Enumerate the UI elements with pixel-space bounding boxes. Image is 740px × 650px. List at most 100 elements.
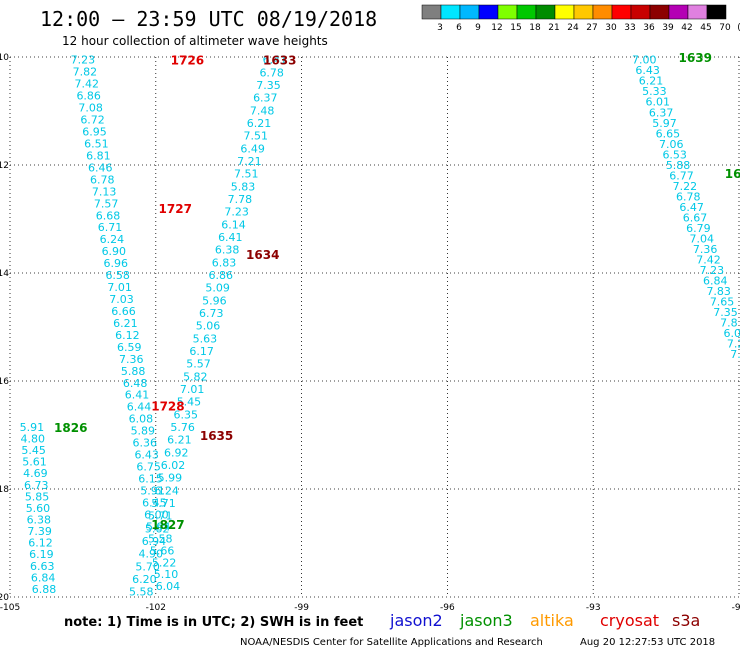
x-tick-label: -96	[440, 603, 455, 613]
wave-height-value: 6.49	[240, 142, 265, 155]
wave-height-value: 6.86	[209, 269, 234, 282]
plot-area: -20 -18 -16 -14 -12 -10 -105 -102 -99 -96 -93 -90 7.…	[0, 51, 740, 613]
wave-height-value: 6.68	[96, 209, 121, 222]
x-tick-label: -99	[294, 603, 309, 613]
wave-height-value: 7.65	[710, 295, 735, 308]
color-scale-swatch	[649, 4, 670, 20]
wave-height-value: 6.51	[84, 137, 109, 150]
pass-label: 1634	[246, 248, 279, 262]
wave-height-value: 5.76	[170, 421, 195, 434]
pass-label: 1826	[54, 421, 87, 435]
wave-height-value: 6.88	[32, 583, 57, 596]
wave-height-value: 5.09	[205, 282, 230, 295]
wave-height-value: 5.82	[183, 370, 208, 383]
color-scale-swatch	[421, 4, 442, 20]
wave-height-value: 6.24	[154, 484, 179, 497]
wave-height-value: 6.12	[28, 537, 53, 550]
wave-height-value: 5.70	[135, 560, 160, 573]
wave-height-value: 7.57	[94, 197, 119, 210]
wave-height-value: 6.86	[76, 90, 101, 103]
wave-height-value: 5.45	[21, 444, 46, 457]
color-scale-swatch	[440, 4, 461, 20]
wave-height-value: 5.94	[146, 520, 171, 533]
wave-height-value: 6.15	[138, 473, 163, 486]
wave-height-value: 7.5	[730, 348, 740, 361]
wave-height-value: 5.33	[642, 85, 667, 98]
color-scale-tick: 18	[529, 23, 541, 33]
wave-height-value: 6.04	[156, 580, 181, 593]
color-scale-swatch	[478, 4, 499, 20]
wave-height-value: 7.48	[250, 104, 275, 117]
wave-height-value: 6.01	[646, 96, 671, 109]
wave-height-value: 6.35	[174, 408, 199, 421]
wave-height-value: 5.85	[25, 490, 50, 503]
wave-height-value: 5.91	[140, 484, 165, 497]
color-scale-swatch	[573, 4, 594, 20]
wave-height-value: 5.71	[148, 510, 173, 523]
wave-height-value: 4.80	[20, 432, 45, 445]
color-scale-tick: 36	[643, 23, 655, 33]
chart-title: 12:00 – 23:59 UTC 08/19/2018	[40, 7, 377, 31]
legend-item-jason2: jason2	[389, 611, 443, 630]
x-tick-label: -90	[732, 603, 740, 613]
wave-height-value: 5.58	[129, 586, 154, 599]
wave-height-value: 7.82	[73, 66, 98, 79]
wave-height-value: 4.90	[139, 548, 164, 561]
color-scale-tick: 6	[456, 23, 462, 33]
wave-height-value: 7.03	[109, 293, 134, 306]
wave-height-value: 7.08	[78, 102, 103, 115]
wave-height-value: 7.23	[224, 206, 249, 219]
wave-height-value: 6.14	[221, 218, 246, 231]
wave-height-value: 6.21	[247, 117, 272, 130]
wave-height-value: 5.88	[121, 365, 146, 378]
pass-label: 1639	[679, 51, 712, 65]
wave-height-value: 6.41	[218, 231, 243, 244]
color-scale-swatch	[497, 4, 518, 20]
pass-label: 1728	[151, 399, 184, 413]
y-tick-label: -20	[0, 593, 9, 603]
wave-height-value: 6.36	[133, 437, 158, 450]
wave-height-value: 7.42	[75, 78, 100, 91]
color-scale-swatch	[668, 4, 689, 20]
wave-height-value: 6.92	[164, 446, 189, 459]
wave-height-value: 7.00	[632, 54, 657, 67]
color-scale-swatch	[459, 4, 480, 20]
wave-height-value: 7.36	[119, 353, 144, 366]
wave-height-value: 6.77	[669, 169, 694, 182]
wave-height-value: 5.96	[202, 294, 227, 307]
wave-height-value: 6.96	[104, 257, 129, 270]
wave-height-value: 6.45	[142, 496, 167, 509]
wave-height-value: 6.37	[253, 92, 278, 105]
wave-height-value: 5.10	[154, 568, 179, 581]
wave-height-value: 6.37	[649, 106, 674, 119]
color-scale-tick: 70	[719, 23, 731, 33]
wave-height-value: 7.78	[228, 193, 253, 206]
wave-height-value: 6.17	[189, 345, 214, 358]
x-tick-label: -102	[146, 603, 166, 613]
wave-height-value: 7.51	[234, 168, 259, 181]
wave-height-value: 6.59	[117, 341, 142, 354]
wave-height-value: 6.12	[115, 329, 140, 342]
wave-height-value: 7.23	[700, 264, 725, 277]
wave-height-value: 6.47	[679, 201, 704, 214]
wave-height-value: 6.38	[27, 513, 52, 526]
wave-height-value: 6.81	[86, 149, 111, 162]
pass-label: 1635	[200, 429, 233, 443]
color-scale-tick: 3	[437, 23, 443, 33]
color-scale-tick: 9	[475, 23, 481, 33]
legend-item-s3a: s3a	[672, 611, 700, 630]
pass-label: 1827	[151, 518, 184, 532]
wave-height-value: 6.63	[30, 560, 55, 573]
wave-height-value: 6.67	[683, 211, 708, 224]
wave-height-value: 6.24	[100, 233, 125, 246]
color-scale-tick: 12	[491, 23, 502, 33]
legend-item-jason3: jason3	[459, 611, 513, 630]
wave-height-value: 6.90	[102, 245, 127, 258]
wave-height-value: 6.95	[82, 125, 107, 138]
wave-height-value: 5.97	[652, 117, 677, 130]
wave-height-value: 6.19	[29, 548, 54, 561]
pass-label: 1640	[725, 167, 740, 181]
wave-height-value: 7.83	[706, 285, 731, 298]
color-scale-tick: 39	[662, 23, 674, 33]
